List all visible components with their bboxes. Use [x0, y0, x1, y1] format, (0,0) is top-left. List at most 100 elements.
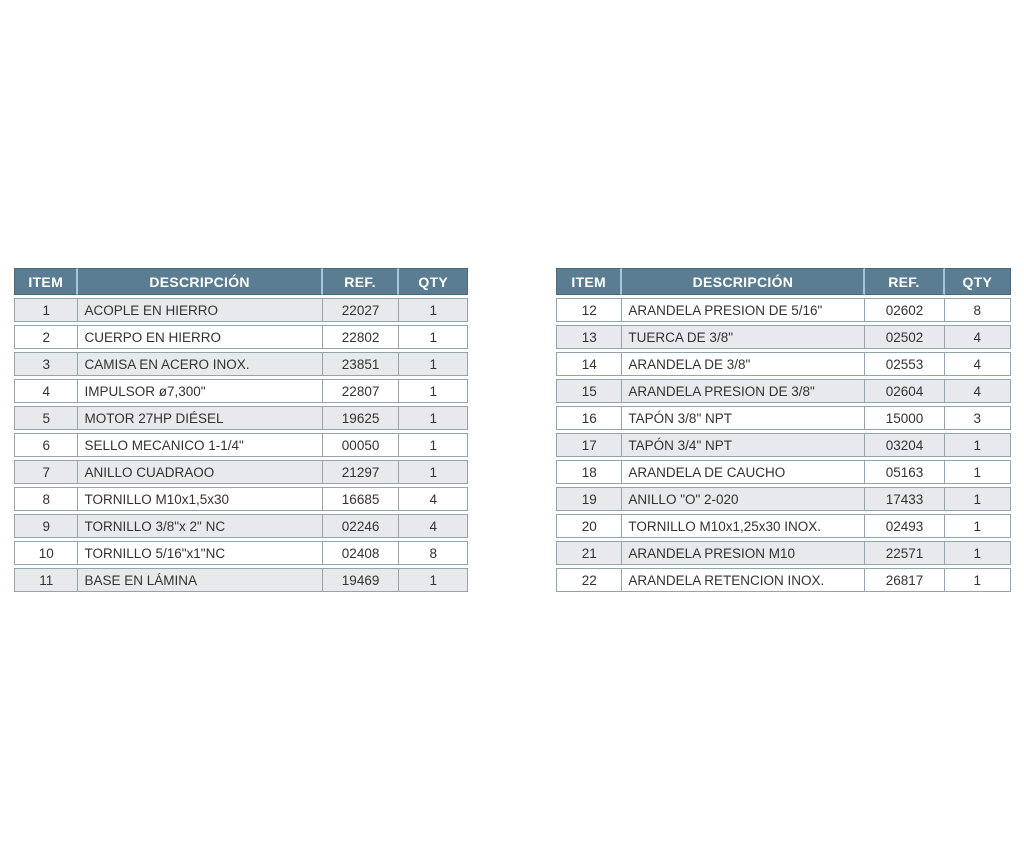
qty-cell: 4 [944, 379, 1011, 403]
qty-cell: 1 [944, 433, 1011, 457]
item-cell: 16 [556, 406, 623, 430]
description-cell: ACOPLE EN HIERRO [78, 298, 323, 322]
item-cell: 10 [14, 541, 79, 565]
item-cell: 11 [14, 568, 79, 592]
ref-cell: 16685 [322, 487, 400, 511]
item-cell: 9 [14, 514, 79, 538]
description-cell: CUERPO EN HIERRO [78, 325, 323, 349]
qty-cell: 4 [399, 514, 468, 538]
column-header-qty: QTY [944, 268, 1011, 295]
table-row: 16 TAPÓN 3/8" NPT 15000 3 [556, 406, 1011, 430]
description-cell: TORNILLO 5/16"x1"NC [78, 541, 323, 565]
table-row: 21 ARANDELA PRESION M10 22571 1 [556, 541, 1011, 565]
ref-cell: 17433 [865, 487, 945, 511]
description-cell: ARANDELA PRESION DE 3/8" [622, 379, 866, 403]
table-row: 17 TAPÓN 3/4" NPT 03204 1 [556, 433, 1011, 457]
item-cell: 18 [556, 460, 623, 484]
table-row: 18 ARANDELA DE CAUCHO 05163 1 [556, 460, 1011, 484]
qty-cell: 8 [944, 298, 1011, 322]
ref-cell: 22802 [322, 325, 400, 349]
description-cell: TORNILLO M10x1,25x30 INOX. [622, 514, 866, 538]
qty-cell: 1 [399, 406, 468, 430]
column-header-ref: REF. [322, 268, 400, 295]
ref-cell: 21297 [322, 460, 400, 484]
qty-cell: 3 [944, 406, 1011, 430]
table-row: 8 TORNILLO M10x1,5x30 16685 4 [14, 487, 468, 511]
table-row: 12 ARANDELA PRESION DE 5/16" 02602 8 [556, 298, 1011, 322]
qty-cell: 1 [944, 460, 1011, 484]
qty-cell: 8 [399, 541, 468, 565]
column-header-description: DESCRIPCIÓN [622, 268, 866, 295]
table-row: 10 TORNILLO 5/16"x1"NC 02408 8 [14, 541, 468, 565]
item-cell: 6 [14, 433, 79, 457]
ref-cell: 05163 [865, 460, 945, 484]
ref-cell: 00050 [322, 433, 400, 457]
qty-cell: 1 [944, 568, 1011, 592]
qty-cell: 1 [399, 325, 468, 349]
table-row: 7 ANILLO CUADRAOO 21297 1 [14, 460, 468, 484]
ref-cell: 22807 [322, 379, 400, 403]
item-cell: 12 [556, 298, 623, 322]
ref-cell: 02553 [865, 352, 945, 376]
parts-table-right: ITEM DESCRIPCIÓN REF. QTY 12 ARANDELA PRE… [556, 265, 1011, 595]
qty-cell: 4 [944, 352, 1011, 376]
ref-cell: 23851 [322, 352, 400, 376]
description-cell: IMPULSOR ø7,300" [78, 379, 323, 403]
item-cell: 19 [556, 487, 623, 511]
qty-cell: 1 [399, 352, 468, 376]
table-row: 1 ACOPLE EN HIERRO 22027 1 [14, 298, 468, 322]
description-cell: ANILLO "O" 2-020 [622, 487, 866, 511]
item-cell: 14 [556, 352, 623, 376]
description-cell: TUERCA DE 3/8" [622, 325, 866, 349]
column-header-item: ITEM [14, 268, 79, 295]
parts-table-left-section: ITEM DESCRIPCIÓN REF. QTY 1 ACOPLE EN HIE… [14, 265, 468, 595]
qty-cell: 1 [399, 298, 468, 322]
qty-cell: 1 [944, 487, 1011, 511]
item-cell: 17 [556, 433, 623, 457]
description-cell: TORNILLO 3/8"x 2" NC [78, 514, 323, 538]
qty-cell: 1 [944, 514, 1011, 538]
column-header-ref: REF. [865, 268, 945, 295]
item-cell: 3 [14, 352, 79, 376]
description-cell: MOTOR 27HP DIÉSEL [78, 406, 323, 430]
ref-cell: 26817 [865, 568, 945, 592]
description-cell: BASE EN LÁMINA [78, 568, 323, 592]
table-row: 15 ARANDELA PRESION DE 3/8" 02604 4 [556, 379, 1011, 403]
table-row: 2 CUERPO EN HIERRO 22802 1 [14, 325, 468, 349]
item-cell: 15 [556, 379, 623, 403]
ref-cell: 22027 [322, 298, 400, 322]
qty-cell: 4 [399, 487, 468, 511]
description-cell: TAPÓN 3/8" NPT [622, 406, 866, 430]
table-row: 14 ARANDELA DE 3/8" 02553 4 [556, 352, 1011, 376]
ref-cell: 02502 [865, 325, 945, 349]
item-cell: 22 [556, 568, 623, 592]
table-row: 20 TORNILLO M10x1,25x30 INOX. 02493 1 [556, 514, 1011, 538]
description-cell: TORNILLO M10x1,5x30 [78, 487, 323, 511]
ref-cell: 02602 [865, 298, 945, 322]
item-cell: 5 [14, 406, 79, 430]
item-cell: 20 [556, 514, 623, 538]
table-row: 3 CAMISA EN ACERO INOX. 23851 1 [14, 352, 468, 376]
ref-cell: 03204 [865, 433, 945, 457]
qty-cell: 1 [399, 568, 468, 592]
item-cell: 13 [556, 325, 623, 349]
table-row: 5 MOTOR 27HP DIÉSEL 19625 1 [14, 406, 468, 430]
table-row: 9 TORNILLO 3/8"x 2" NC 02246 4 [14, 514, 468, 538]
table-row: 19 ANILLO "O" 2-020 17433 1 [556, 487, 1011, 511]
qty-cell: 4 [944, 325, 1011, 349]
ref-cell: 02246 [322, 514, 400, 538]
description-cell: SELLO MECANICO 1-1/4" [78, 433, 323, 457]
ref-cell: 19469 [322, 568, 400, 592]
parts-table-left: ITEM DESCRIPCIÓN REF. QTY 1 ACOPLE EN HIE… [14, 265, 468, 595]
qty-cell: 1 [399, 379, 468, 403]
table-header-row: ITEM DESCRIPCIÓN REF. QTY [556, 268, 1011, 295]
item-cell: 7 [14, 460, 79, 484]
ref-cell: 02408 [322, 541, 400, 565]
column-header-description: DESCRIPCIÓN [78, 268, 323, 295]
description-cell: ANILLO CUADRAOO [78, 460, 323, 484]
ref-cell: 19625 [322, 406, 400, 430]
table-row: 13 TUERCA DE 3/8" 02502 4 [556, 325, 1011, 349]
description-cell: ARANDELA DE 3/8" [622, 352, 866, 376]
description-cell: TAPÓN 3/4" NPT [622, 433, 866, 457]
column-header-item: ITEM [556, 268, 623, 295]
